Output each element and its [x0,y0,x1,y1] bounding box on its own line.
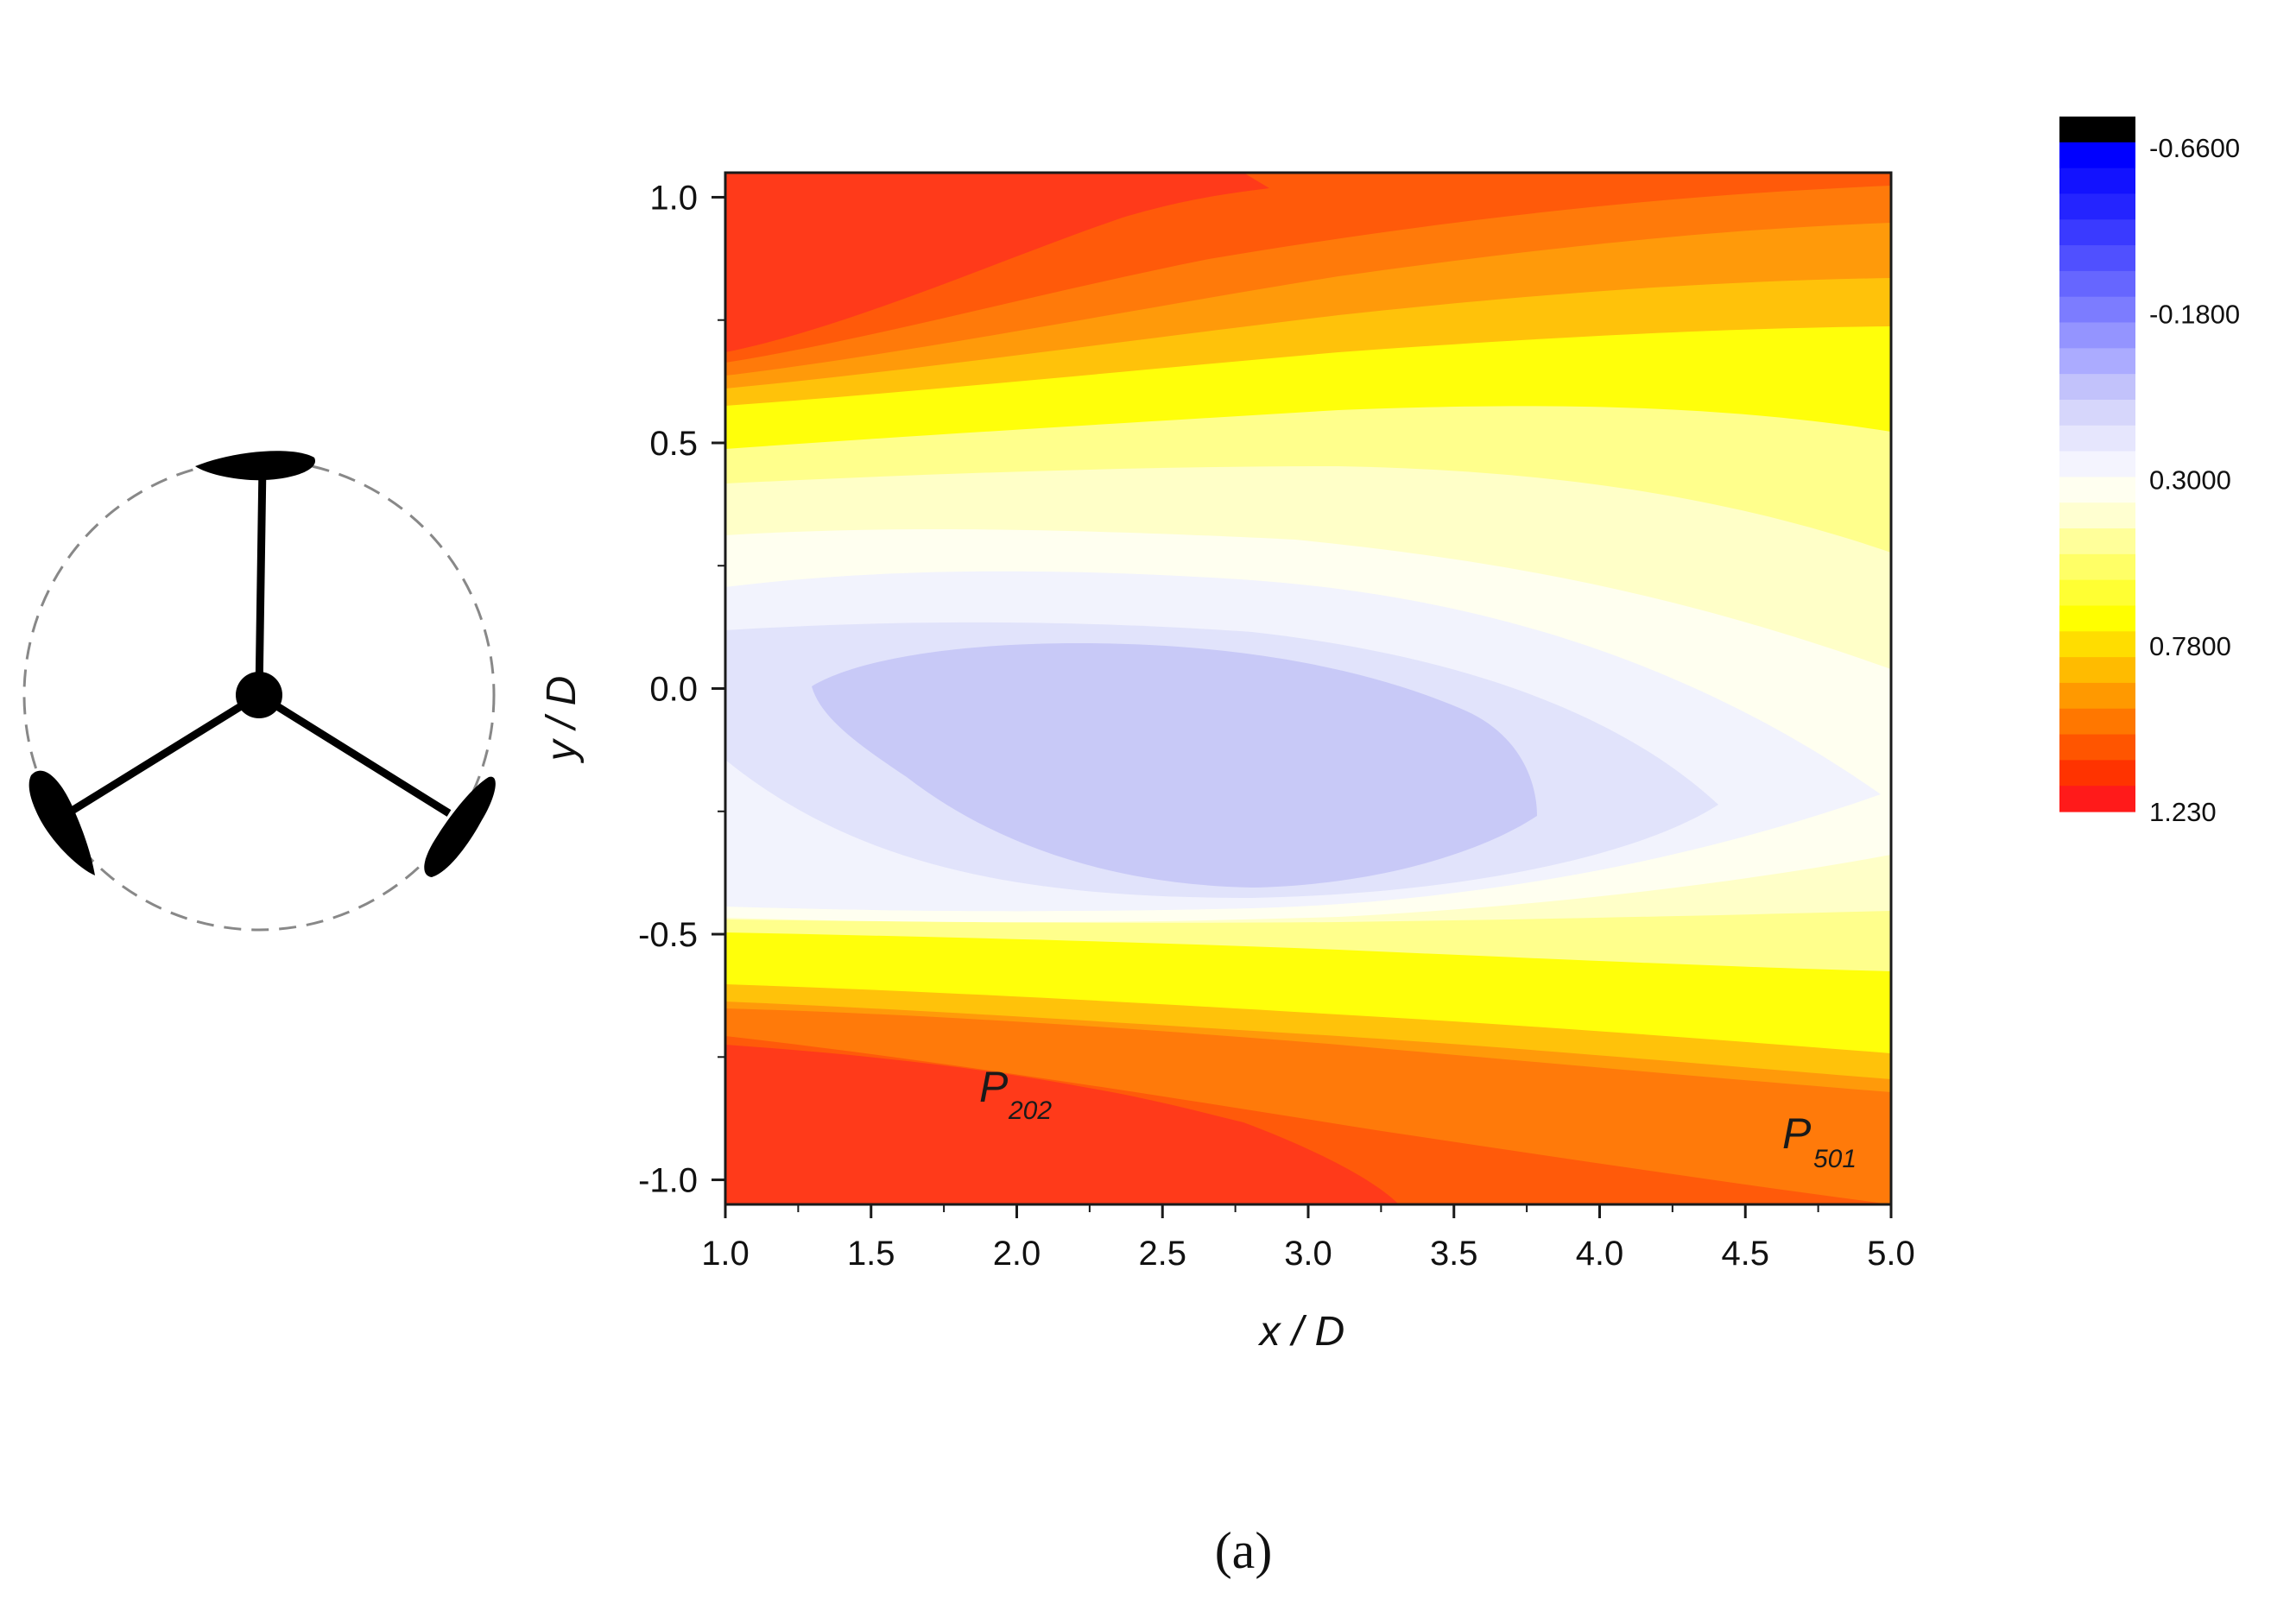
x-tick-label: 2.5 [1138,1235,1186,1273]
x-tick-label: 4.0 [1576,1235,1624,1273]
colorbar-swatch [2059,528,2135,555]
colorbar-swatch [2059,167,2135,195]
y-tick-label: 0.0 [649,671,698,709]
x-tick-label: 1.0 [701,1235,750,1273]
colorbar-swatch [2059,786,2135,812]
colorbar [2059,117,2135,812]
y-axis-label: y / D [539,676,585,764]
y-tick-label: -0.5 [638,916,698,954]
y-axis: 1.0 0.5 0.0 -0.5 -1.0 [638,179,725,1200]
colorbar-swatch [2059,631,2135,658]
colorbar-swatch [2059,142,2135,169]
rotor-arm-left [60,692,262,820]
colorbar-swatch [2059,348,2135,375]
y-tick-label: 1.0 [649,179,698,217]
x-tick-label: 4.5 [1721,1235,1769,1273]
rotor-hub [236,672,282,718]
colorbar-label: 0.7800 [2149,631,2231,661]
x-tick-label: 1.5 [847,1235,895,1273]
colorbar-label: -0.1800 [2149,299,2240,329]
blade-left [28,770,95,875]
colorbar-swatch [2059,425,2135,452]
x-axis: 1.0 1.5 2.0 2.5 3.0 3.5 4.0 4.5 5.0 [701,1204,1915,1273]
colorbar-label: -0.6600 [2149,133,2240,163]
colorbar-swatch [2059,477,2135,503]
x-tick-label: 3.0 [1284,1235,1332,1273]
y-tick-label: -1.0 [638,1162,698,1200]
annotation-p501-letter: P [1782,1109,1812,1158]
colorbar-swatch [2059,374,2135,401]
x-tick-label: 2.0 [993,1235,1041,1273]
colorbar-swatch [2059,322,2135,349]
colorbar-swatch [2059,296,2135,324]
colorbar-swatch [2059,219,2135,246]
colorbar-swatch [2059,734,2135,761]
colorbar-labels: -0.6600 -0.1800 0.3000 0.7800 1.230 [2149,133,2240,827]
annotation-p501-subscript: 501 [1813,1145,1857,1173]
x-tick-label: 3.5 [1430,1235,1478,1273]
annotation-p501: P 501 [1782,1109,1857,1173]
contour-band-lavender-core [812,643,1537,888]
annotation-p202-letter: P [979,1063,1009,1111]
colorbar-swatch [2059,502,2135,529]
colorbar-swatch [2059,708,2135,736]
rotor-arm-right [256,692,452,817]
colorbar-label: 0.3000 [2149,465,2231,496]
colorbar-swatch [2059,399,2135,427]
colorbar-swatch [2059,270,2135,298]
colorbar-label: 1.230 [2149,797,2217,827]
y-tick-label: 0.5 [649,425,698,463]
annotation-p202: P 202 [979,1063,1052,1125]
three-blade-rotor-icon [22,451,496,932]
colorbar-swatch [2059,760,2135,787]
figure-caption: (a) [1215,1522,1273,1579]
x-axis-label: x / D [1258,1309,1345,1355]
blade-right [424,776,496,877]
blade-top [195,451,315,481]
colorbar-swatch [2059,657,2135,684]
rotor-arm-top [255,464,267,696]
colorbar-swatch [2059,605,2135,632]
annotation-p202-subscript: 202 [1008,1096,1052,1125]
colorbar-swatch [2059,117,2135,143]
colorbar-swatch [2059,193,2135,220]
colorbar-swatch [2059,245,2135,272]
x-tick-label: 5.0 [1867,1235,1915,1273]
colorbar-swatch [2059,579,2135,607]
contour-field [725,173,1891,1204]
colorbar-swatch [2059,553,2135,581]
colorbar-swatch [2059,682,2135,710]
colorbar-swatch [2059,451,2135,478]
